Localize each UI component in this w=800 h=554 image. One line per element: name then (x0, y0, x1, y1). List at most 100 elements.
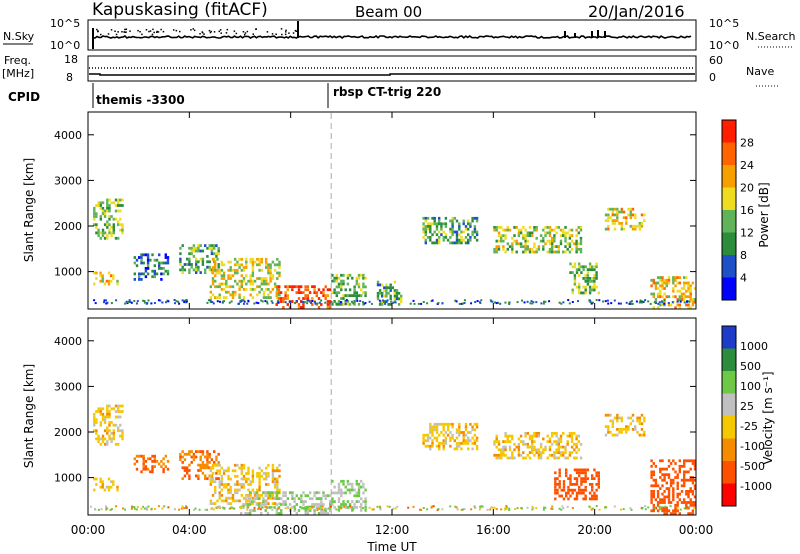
echo-cell (300, 306, 303, 309)
echo-cell (693, 484, 697, 488)
echo-cell (659, 284, 662, 288)
echo-cell (108, 231, 111, 235)
echo-cell (348, 294, 352, 297)
echo-cell (609, 419, 612, 423)
echo-cell (683, 476, 686, 479)
echo-cell (519, 228, 523, 232)
echo-cell (240, 512, 243, 515)
echo-cell (555, 250, 558, 254)
echo-cell (360, 503, 363, 506)
echo-cell (683, 298, 686, 301)
echo-cell (433, 230, 436, 234)
echo-cell (555, 448, 558, 452)
echo-cell (569, 483, 572, 486)
echo-cell (275, 303, 278, 306)
y-tick-label: 2000 (54, 220, 82, 233)
echo-cell (242, 463, 246, 467)
echo-cell (558, 301, 561, 304)
echo-cell (517, 453, 521, 457)
echo-cell (663, 299, 666, 302)
echo-cell (558, 507, 561, 510)
echo-cell (240, 483, 243, 486)
velocity-echo-cells (89, 404, 697, 515)
echo-cell (249, 288, 252, 291)
echo-cell (117, 404, 120, 408)
echo-cell (138, 278, 141, 281)
echo-cell (584, 480, 587, 483)
echo-cell (95, 477, 98, 481)
echo-cell (453, 241, 456, 245)
echo-cell (291, 494, 294, 498)
echo-cell (667, 498, 671, 502)
echo-cell (344, 294, 347, 297)
echo-cell (620, 416, 623, 420)
echo-cell (455, 236, 459, 239)
echo-cell (204, 268, 207, 272)
echo-cell (607, 413, 610, 417)
echo-cell (192, 255, 196, 258)
echo-cell (229, 496, 232, 500)
echo-cell (566, 440, 569, 443)
echo-cell (116, 279, 119, 283)
echo-cell (381, 303, 384, 306)
echo-cell (121, 432, 124, 435)
echo-cell (190, 249, 193, 253)
echo-cell (495, 239, 498, 243)
echo-cell (222, 485, 226, 489)
x-tick-label: 12:00 (375, 523, 410, 537)
echo-cell (208, 244, 211, 247)
echo-cell (335, 291, 338, 295)
y-tick-label: 1000 (54, 472, 82, 485)
echo-cell (422, 236, 425, 239)
echo-cell (269, 268, 272, 272)
echo-cell (524, 239, 527, 243)
nsearch-point (201, 31, 204, 34)
nsky-line (92, 35, 692, 40)
echo-cell (282, 503, 285, 506)
echo-cell (440, 227, 443, 231)
echo-cell (685, 490, 688, 493)
echo-cell (343, 505, 346, 508)
y-tick-label: 2000 (54, 426, 82, 439)
echo-cell (217, 265, 220, 269)
echo-cell (245, 477, 248, 481)
echo-cell (229, 274, 232, 278)
echo-cell (607, 207, 610, 211)
echo-cell (135, 460, 139, 463)
echo-cell (103, 236, 107, 240)
echo-cell (302, 303, 305, 306)
echo-cell (210, 244, 214, 247)
echo-cell (422, 442, 425, 445)
echo-cell (199, 466, 202, 470)
echo-cell (504, 432, 507, 435)
echo-cell (197, 249, 200, 253)
echo-cell (310, 301, 313, 304)
echo-cell (106, 407, 109, 411)
echo-cell (304, 494, 307, 498)
echo-cell (661, 276, 664, 279)
echo-cell (400, 300, 403, 303)
echo-cell (497, 440, 501, 443)
echo-cell (222, 277, 226, 280)
echo-cell (433, 241, 436, 245)
echo-cell (213, 461, 216, 464)
echo-cell (93, 488, 96, 492)
echo-cell (557, 247, 560, 251)
echo-cell (580, 488, 583, 492)
echo-cell (140, 261, 143, 265)
echo-cell (273, 480, 277, 484)
echo-cell (276, 466, 279, 470)
echo-cell (101, 234, 105, 237)
nsearch-point (152, 28, 154, 31)
echo-cell (259, 508, 262, 511)
echo-cell (186, 466, 189, 470)
echo-cell (306, 508, 309, 511)
echo-cell (101, 415, 105, 419)
echo-cell (506, 440, 509, 443)
echo-cell (333, 291, 336, 295)
echo-cell (146, 267, 150, 270)
echo-cell (620, 224, 623, 228)
echo-cell (537, 456, 541, 460)
echo-cell (256, 285, 259, 289)
echo-cell (355, 500, 358, 503)
